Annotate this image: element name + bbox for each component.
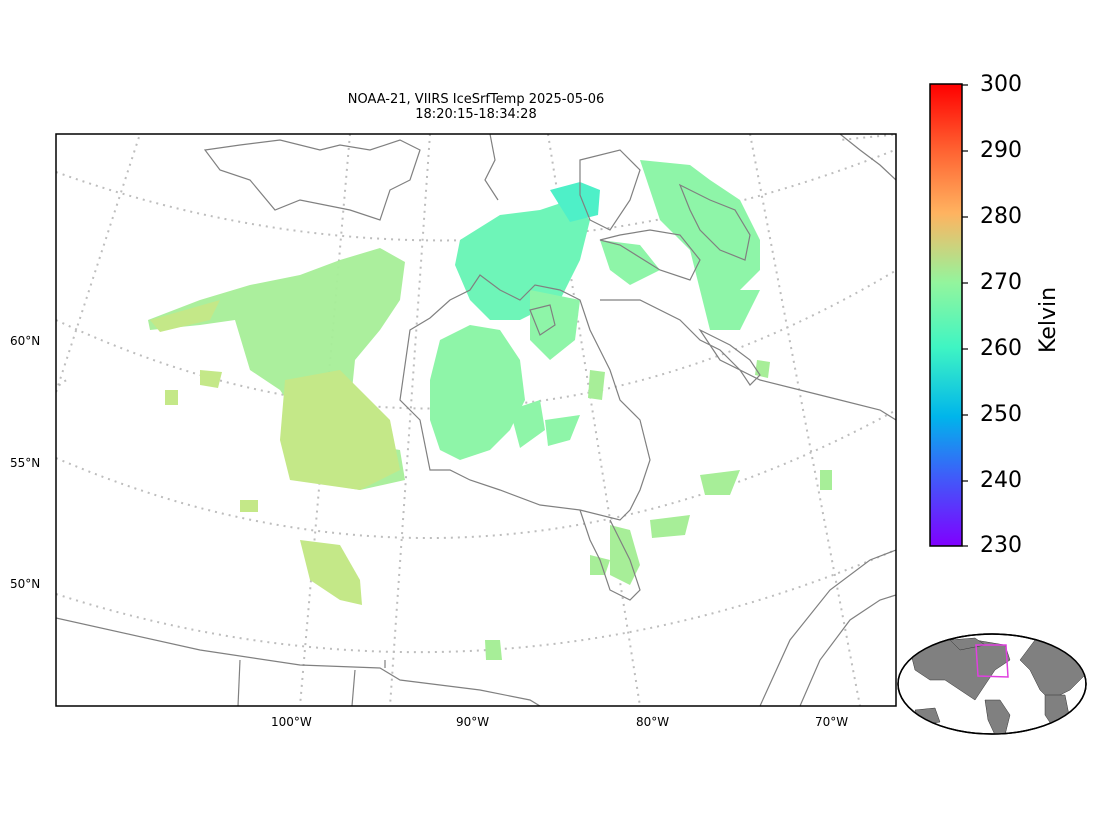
lon-label-90w: 90°W: [456, 715, 490, 729]
colorbar-ticks: [962, 84, 968, 547]
colorbar-tick-290: 290: [980, 138, 1022, 163]
lon-label-70w: 70°W: [815, 715, 849, 729]
colorbar-tick-230: 230: [980, 533, 1022, 558]
lat-label-50: 50°N: [10, 577, 41, 591]
colorbar-tick-300: 300: [980, 72, 1022, 97]
temperature-data: [148, 160, 832, 660]
colorbar: [929, 83, 963, 547]
colorbar-tick-280: 280: [980, 204, 1022, 229]
colorbar-tick-270: 270: [980, 270, 1022, 295]
map-area: [56, 134, 896, 706]
title-line-1: NOAA-21, VIIRS IceSrfTemp 2025-05-06: [347, 92, 605, 107]
lat-label-60: 60°N: [10, 334, 41, 348]
lon-label-100w: 100°W: [271, 715, 312, 729]
lon-label-80w: 80°W: [636, 715, 670, 729]
coastlines: [56, 134, 896, 706]
map-frame: [55, 133, 897, 707]
map-title: NOAA-21, VIIRS IceSrfTemp 2025-05-06 18:…: [56, 92, 896, 122]
lat-label-55: 55°N: [10, 456, 41, 470]
title-line-2: 18:20:15-18:34:28: [415, 107, 537, 122]
inset-region-box: [975, 644, 1009, 678]
colorbar-label: Kelvin: [1036, 286, 1061, 353]
colorbar-tick-260: 260: [980, 336, 1022, 361]
colorbar-tick-250: 250: [980, 402, 1022, 427]
inset-world-map: [897, 633, 1087, 735]
colorbar-tick-240: 240: [980, 468, 1022, 493]
